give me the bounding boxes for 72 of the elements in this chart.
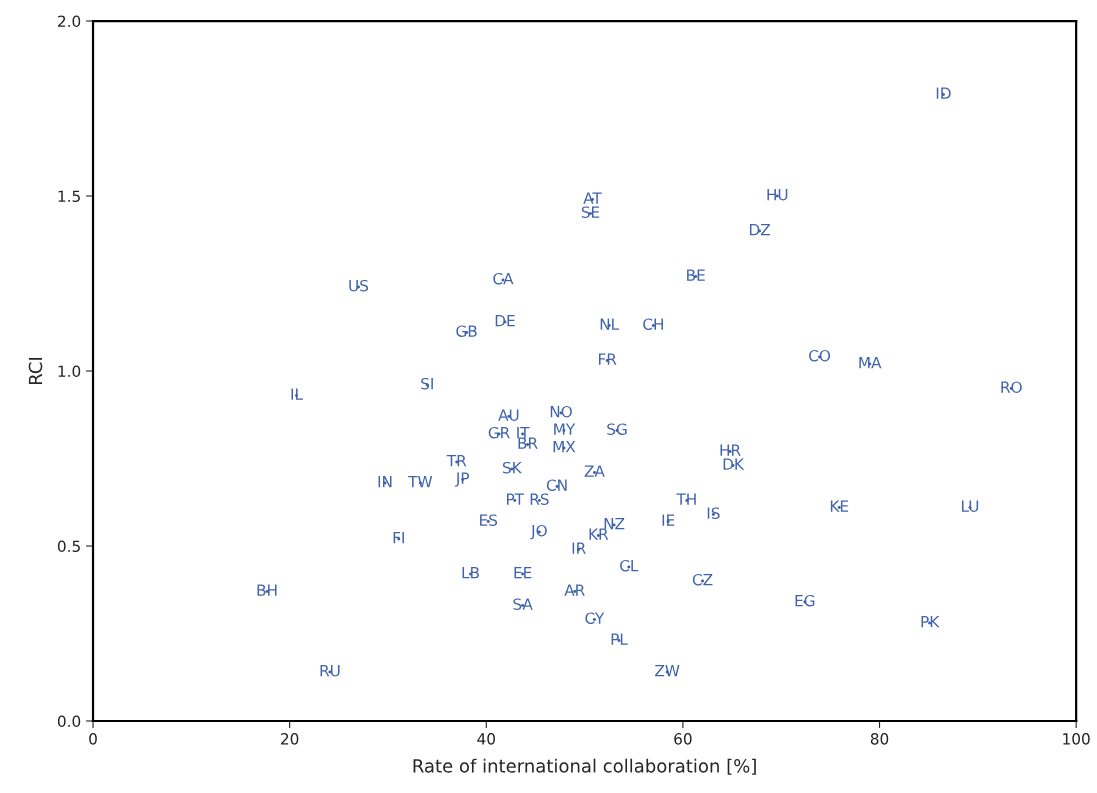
y-tick-label: 1.5 (58, 190, 80, 203)
data-label: IN (378, 476, 392, 488)
data-label: SK (502, 461, 523, 474)
data-label: TW (408, 476, 433, 488)
data-label: AT (583, 192, 602, 204)
data-label: ES (480, 514, 498, 526)
y-tick-label: 0.0 (57, 715, 81, 728)
data-label: MX (553, 441, 576, 453)
data-label: GR (488, 426, 510, 439)
data-label: BE (687, 269, 705, 281)
data-label: CA (493, 272, 514, 285)
data-label: ZW (655, 665, 680, 677)
data-label: AU (498, 409, 519, 421)
y-axis-title: RCI (28, 357, 43, 385)
data-label: IT (517, 427, 530, 439)
data-label: BH (257, 584, 277, 596)
data-label: HR (720, 444, 741, 456)
data-label: LU (962, 500, 979, 512)
x-tick-label: 80 (870, 733, 889, 745)
x-axis-title: Rate of international collaboration [%] (413, 758, 756, 775)
data-label: SE (581, 206, 600, 218)
y-tick-label: 1.0 (58, 365, 81, 378)
data-label: MA (859, 357, 882, 369)
data-label: PK (921, 616, 940, 628)
data-label: DK (723, 458, 745, 470)
data-label: SG (607, 423, 627, 435)
data-label: CL (620, 559, 639, 572)
data-label: SA (513, 598, 533, 610)
data-label: DZ (749, 224, 771, 236)
data-label: ZA (584, 465, 605, 477)
data-label: JO (530, 524, 547, 540)
y-tick-label: 0.5 (57, 540, 80, 553)
data-label: TR (446, 455, 467, 467)
data-label: PT (507, 493, 525, 505)
data-label: CN (546, 479, 567, 491)
data-label: IS (707, 507, 720, 519)
x-tick-label: 40 (477, 733, 495, 745)
data-label: RU (320, 665, 340, 677)
data-label: CO (809, 349, 831, 362)
data-label: IE (662, 514, 675, 526)
data-label: BR (518, 437, 538, 449)
x-tick-label: 100 (1063, 733, 1090, 745)
data-label: EG (795, 594, 815, 607)
data-label: US (349, 279, 369, 292)
data-label: RO (1001, 381, 1022, 393)
data-label: LB (462, 567, 479, 579)
data-label: FI (393, 532, 404, 544)
data-label: MY (554, 423, 576, 435)
data-label: CZ (692, 573, 713, 586)
data-label: DE (495, 315, 515, 327)
data-label: KE (830, 500, 849, 512)
data-label: PL (611, 633, 628, 645)
y-tick-label: 2.0 (58, 15, 81, 28)
data-label: RS (530, 493, 549, 505)
data-label: CY (585, 612, 605, 624)
x-tick-label: 0 (89, 733, 97, 745)
data-label: ID (936, 87, 951, 99)
data-label: FR (599, 353, 617, 365)
data-label: TH (676, 493, 696, 505)
x-tick-label: 20 (281, 733, 299, 745)
x-tick-label: 60 (674, 733, 692, 745)
data-label: GB (456, 325, 477, 337)
data-label: EE (514, 567, 532, 579)
data-label: NZ (604, 518, 625, 530)
data-label: AR (564, 584, 585, 596)
data-label: IR (572, 542, 586, 554)
data-label: NL (600, 318, 620, 330)
data-label: NO (550, 405, 572, 418)
data-label: JP (455, 472, 470, 487)
data-label: CH (643, 318, 663, 330)
data-label: KR (589, 528, 609, 540)
data-label: HU (767, 189, 788, 201)
